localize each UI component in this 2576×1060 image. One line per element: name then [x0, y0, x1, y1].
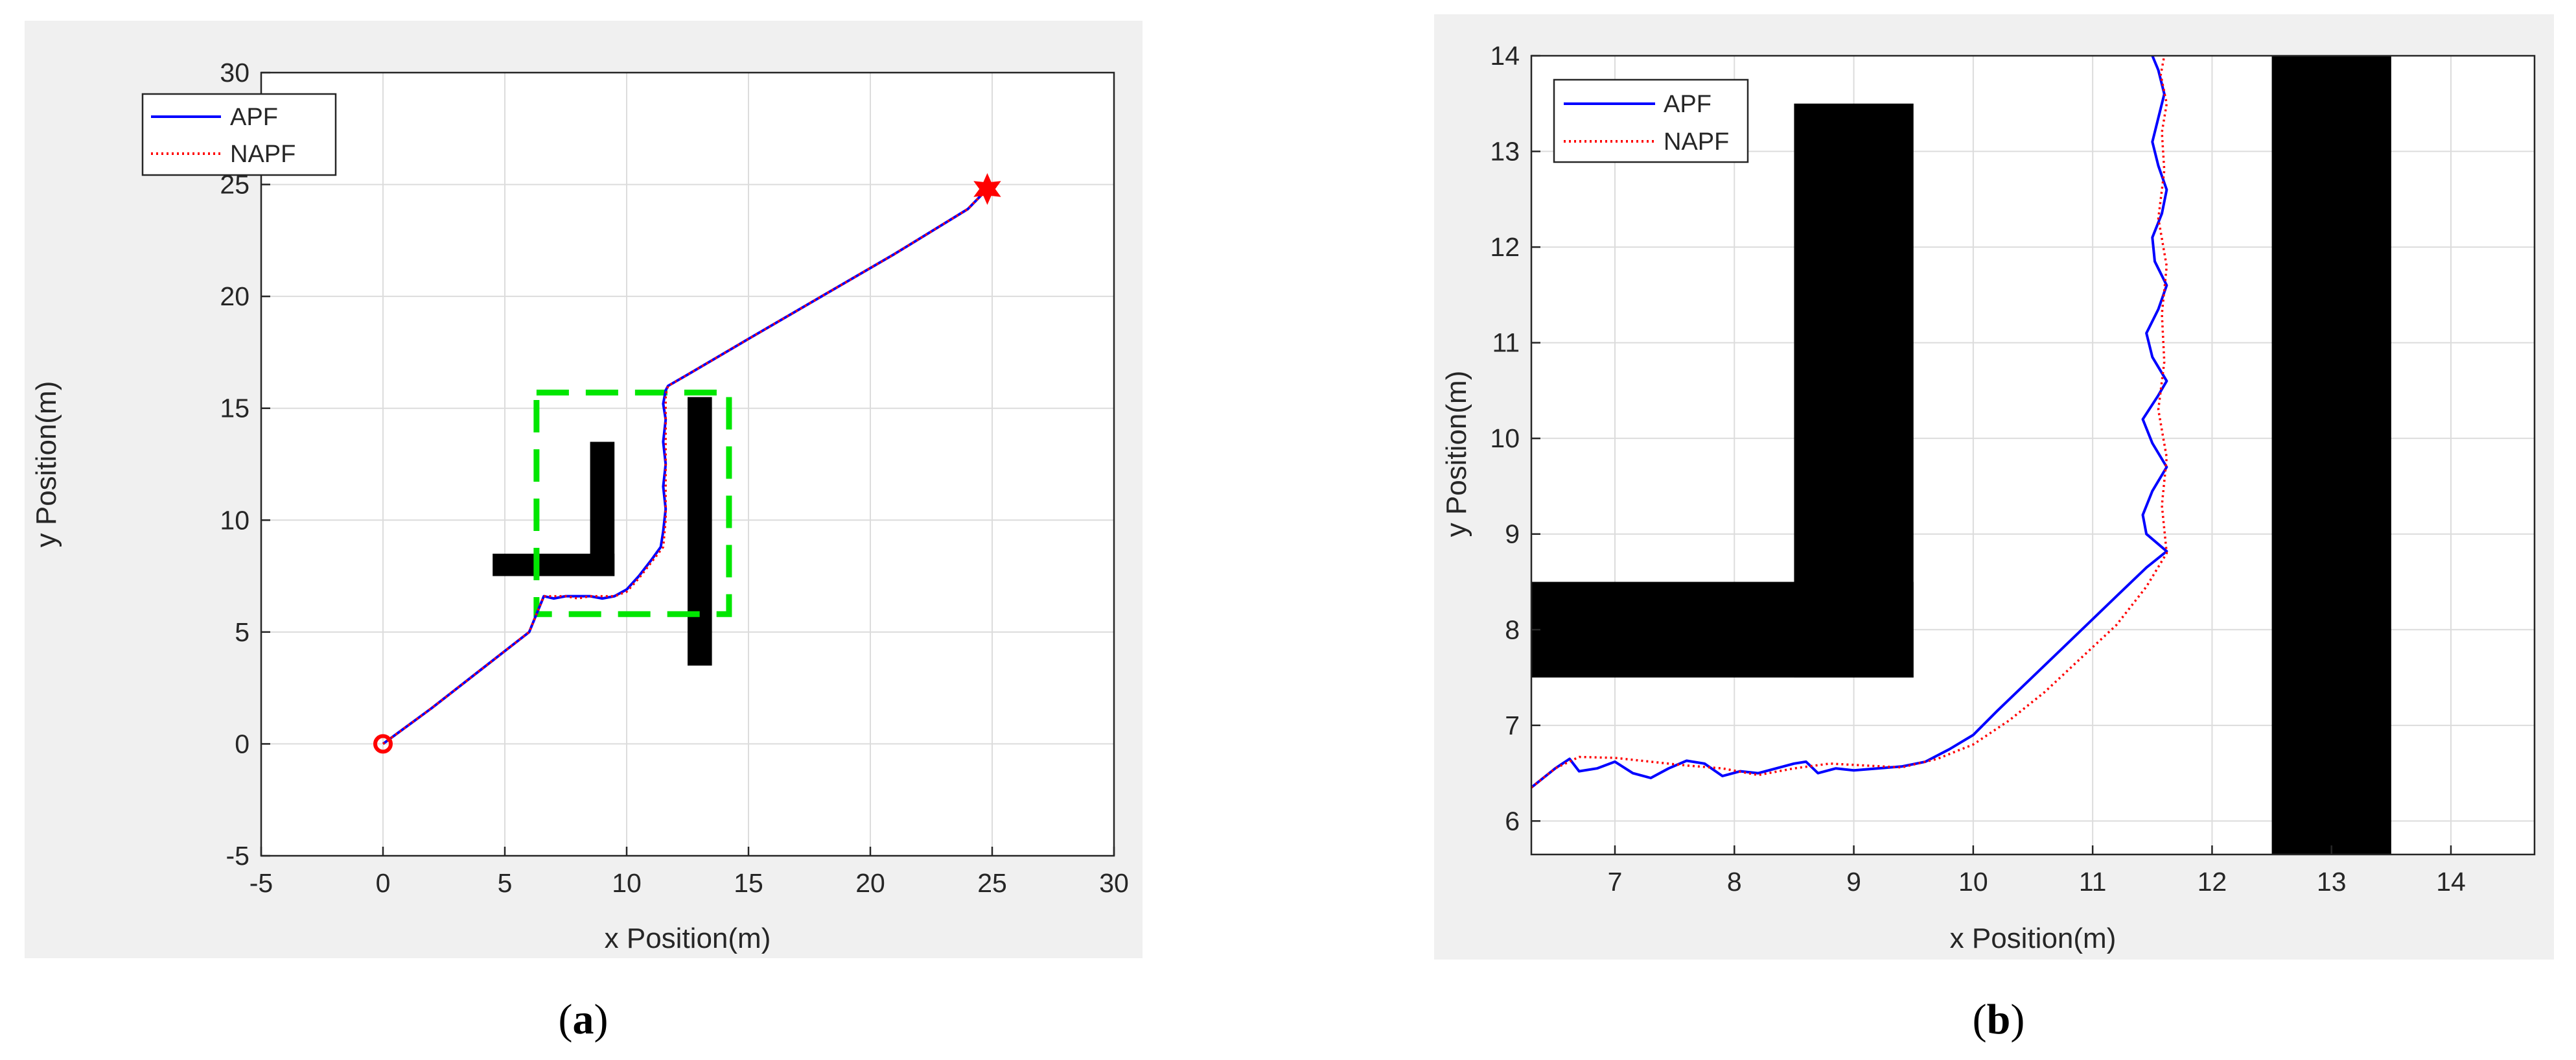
- x-tick-label: 30: [1099, 868, 1129, 898]
- legend-napf-label: NAPF: [1664, 128, 1729, 156]
- panel-a-plot-content: [373, 173, 1001, 754]
- panel-b-caption: (b): [1973, 996, 2025, 1043]
- panel-b-plot-content: [1531, 56, 2391, 854]
- x-tick-label: 0: [376, 868, 391, 898]
- panel-b-y-axis-label: y Position(m): [1441, 371, 1472, 537]
- panel-b: 7 8 9 10 11 12 13 14 6 7 8 9 10 11 12 13 14 x Position(m…: [1434, 14, 2554, 1043]
- y-tick-label: 12: [1490, 232, 1520, 262]
- panel-a-axes-frame: [260, 71, 1115, 857]
- y-tick-label: 5: [235, 617, 249, 647]
- panel-b-legend: APF NAPF: [1553, 78, 1749, 163]
- panel-b-x-axis-label: x Position(m): [1950, 923, 2117, 954]
- x-tick-label: 8: [1727, 867, 1742, 897]
- obstacle: [1794, 103, 1914, 678]
- obstacle: [590, 442, 615, 576]
- panel-a-x-axis-label: x Position(m): [605, 923, 771, 954]
- x-tick-label: 11: [2079, 867, 2107, 897]
- panel-b-axes-frame: [1530, 54, 2536, 856]
- obstacle: [2271, 56, 2391, 854]
- y-tick-label: 11: [1492, 328, 1520, 358]
- panel-a-legend-box: [141, 93, 337, 176]
- x-tick-label: 10: [1958, 867, 1988, 897]
- x-tick-label: -5: [249, 868, 273, 898]
- panel-a-caption: (a): [559, 996, 609, 1043]
- goal-marker: [973, 173, 1001, 205]
- x-tick-label: 13: [2317, 867, 2347, 897]
- x-tick-label: 10: [612, 868, 642, 898]
- x-tick-label: 25: [977, 868, 1007, 898]
- series-napf-line: [1531, 56, 2168, 789]
- zoom-region-box: [533, 390, 732, 617]
- y-tick-label: 0: [235, 729, 249, 759]
- x-tick-label: 20: [855, 868, 885, 898]
- obstacle: [688, 397, 712, 666]
- x-tick-label: 9: [1846, 867, 1861, 897]
- legend-apf-label: APF: [230, 104, 278, 131]
- y-tick-label: 13: [1490, 137, 1520, 167]
- panel-a-y-axis-label: y Position(m): [30, 381, 62, 548]
- y-tick-label: 10: [220, 505, 249, 535]
- y-tick-label: 10: [1490, 423, 1520, 453]
- panel-a-legend: APF NAPF: [141, 93, 337, 176]
- y-tick-label: 14: [1490, 41, 1520, 71]
- x-tick-label: 12: [2198, 867, 2227, 897]
- y-tick-label: -5: [226, 841, 249, 871]
- y-tick-label: 15: [220, 394, 249, 423]
- y-tick-label: 6: [1505, 806, 1520, 836]
- y-tick-label: 20: [220, 281, 249, 311]
- y-tick-label: 8: [1505, 615, 1520, 644]
- y-tick-label: 9: [1505, 519, 1520, 549]
- y-tick-label: 7: [1505, 711, 1520, 740]
- panel-b-ticks: 7 8 9 10 11 12 13 14 6 7 8 9 10 11 12 13 14: [1490, 41, 2465, 897]
- x-tick-label: 15: [734, 868, 763, 898]
- legend-napf-label: NAPF: [230, 141, 296, 168]
- x-tick-label: 14: [2436, 867, 2466, 897]
- series-apf-line: [1531, 56, 2168, 789]
- x-tick-label: 7: [1608, 867, 1623, 897]
- panel-b-legend-box: [1553, 78, 1749, 163]
- legend-apf-label: APF: [1664, 91, 1712, 118]
- y-tick-label: 30: [220, 58, 249, 88]
- x-tick-label: 5: [498, 868, 513, 898]
- start-marker: [373, 734, 393, 754]
